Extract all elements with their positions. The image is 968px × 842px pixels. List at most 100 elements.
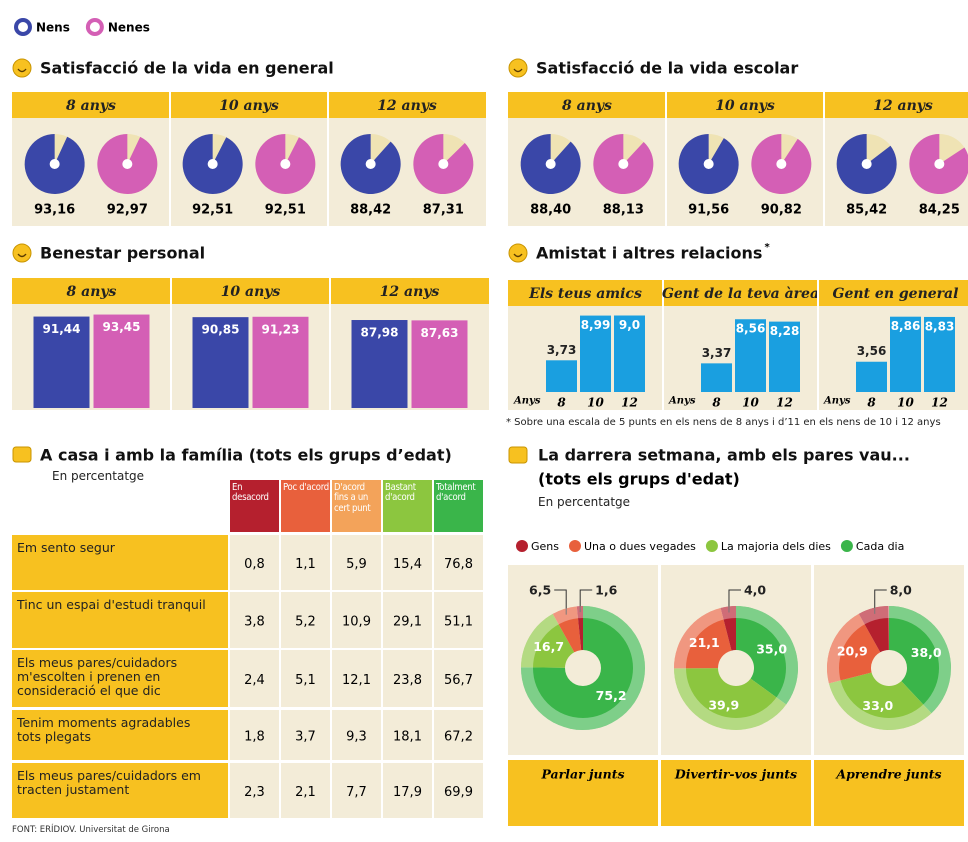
row-label-cell (12, 650, 228, 707)
section-icon-smile (513, 253, 523, 258)
donut-segment (736, 606, 798, 705)
x-tick-label: 10 (897, 396, 914, 410)
bar (411, 320, 468, 408)
section-icon (508, 243, 528, 263)
section-title: Benestar personal (40, 244, 205, 263)
legend-label: Nens (36, 21, 70, 35)
row-label-cell (12, 763, 228, 818)
value-cell (281, 535, 330, 590)
section-title: Satisfacció de la vida escolar (536, 59, 798, 78)
legend-swatch (840, 540, 853, 552)
donut-segment (521, 613, 575, 668)
cell-value: 9,3 (346, 730, 367, 745)
donut-segment (674, 668, 787, 730)
x-tick-label: 8 (867, 396, 876, 410)
bar (351, 320, 408, 408)
x-tick-label: 12 (931, 396, 948, 410)
leader-line (728, 589, 741, 613)
legend-icon-face (89, 22, 100, 32)
category-label: Divertir-vos junts (674, 767, 797, 782)
column-header (434, 480, 483, 532)
value-label: 75,2 (596, 688, 627, 703)
footnote-mark: * (764, 242, 770, 253)
x-tick-label: 8 (712, 396, 721, 410)
legend-label: Gens (531, 540, 559, 553)
donut-segment (826, 613, 881, 684)
pie-hole (438, 159, 449, 169)
column-header (332, 480, 381, 532)
group-label: 8 anys (562, 98, 612, 114)
column-header (230, 480, 279, 532)
row-label: Em sento segur (17, 540, 115, 555)
group-label: 12 anys (377, 98, 437, 114)
donut-unit: En percentatge (538, 495, 631, 509)
legend-label: Nenes (108, 21, 150, 35)
value-label: 93,16 (34, 203, 75, 218)
legend-swatch (516, 540, 528, 552)
cell-value: 51,1 (444, 615, 473, 630)
value-label: 85,42 (846, 203, 887, 218)
cell-value: 23,8 (393, 673, 422, 688)
bar (701, 363, 732, 392)
group-label: 10 anys (715, 98, 775, 114)
pie-hole (703, 159, 714, 169)
cell-value: 18,1 (393, 730, 422, 745)
value-label: 35,0 (756, 641, 787, 656)
value-label: 93,45 (103, 320, 141, 334)
group-label: 8 anys (67, 284, 117, 300)
row-label: Tenim moments agradables tots plegats (17, 715, 191, 744)
section-icon-people (508, 446, 528, 464)
x-tick-label: 8 (557, 396, 566, 410)
row-label-cell (12, 710, 228, 760)
x-axis-label: Anys (668, 396, 696, 407)
legend-swatch (705, 540, 718, 552)
value-cell (230, 710, 279, 760)
value-cell (230, 763, 279, 818)
value-cell (434, 650, 483, 707)
section-title: A casa i amb la família (tots els grups … (40, 446, 452, 465)
section-title: Amistat i altres relacions (536, 244, 762, 263)
cell-value: 56,7 (444, 673, 473, 688)
cell-value: 12,1 (342, 673, 371, 688)
group-label: 10 anys (219, 98, 279, 114)
column-header-label: Poc d'acord (283, 482, 329, 493)
value-label: 4,0 (744, 583, 766, 598)
value-cell (230, 650, 279, 707)
value-label: 88,13 (603, 203, 644, 218)
cell-value: 1,1 (295, 557, 316, 572)
cell-value: 17,9 (393, 785, 422, 800)
value-label: 3,37 (702, 346, 732, 360)
donut-segment (520, 606, 645, 730)
row-label: Els meus pares/cuidadors em tracten just… (17, 768, 201, 797)
bar (252, 316, 309, 408)
pie-hole (861, 159, 872, 169)
value-label: 90,85 (202, 323, 240, 337)
bar (890, 316, 921, 392)
cell-value: 67,2 (444, 730, 473, 745)
value-label: 87,63 (421, 326, 459, 340)
donut-segment (858, 606, 889, 653)
value-cell (383, 592, 432, 648)
bar (546, 360, 577, 392)
value-cell (383, 763, 432, 818)
legend-label: Una o dues vegades (584, 540, 696, 553)
section-icon-smile (17, 253, 27, 258)
donut-segment (576, 606, 583, 651)
cell-value: 2,3 (244, 785, 265, 800)
cell-value: 3,8 (244, 615, 265, 630)
legend-icon-face (18, 22, 28, 32)
header-band (508, 280, 968, 306)
value-label: 33,0 (862, 698, 893, 713)
cell-value: 2,4 (244, 673, 265, 688)
value-label: 8,0 (890, 583, 912, 598)
bar (735, 319, 766, 392)
cell-value: 76,8 (444, 557, 473, 572)
value-cell (281, 592, 330, 648)
group-label: 12 anys (380, 284, 440, 300)
value-cell (383, 535, 432, 590)
value-label: 88,40 (530, 203, 571, 218)
cell-value: 1,8 (244, 730, 265, 745)
value-label: 8,83 (925, 319, 955, 333)
bar (192, 317, 249, 408)
